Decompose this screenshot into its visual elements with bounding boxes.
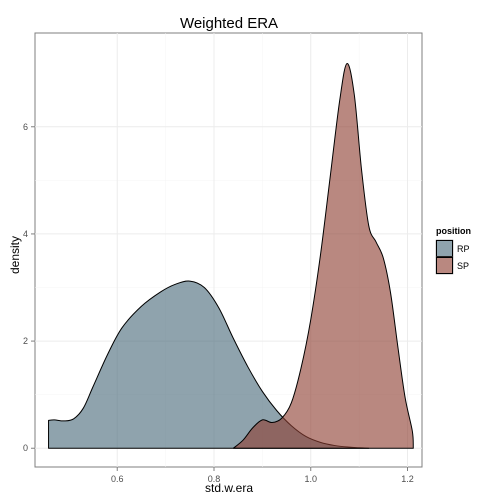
legend-item-sp: SP: [435, 256, 469, 275]
legend-swatch: [436, 257, 453, 274]
density-area-sp: [232, 63, 414, 449]
axes: 0.6 0.8 1.0 1.2 0 2 4 6: [23, 122, 414, 484]
y-tick-label: 6: [23, 122, 28, 132]
y-axis-label: density: [8, 236, 22, 274]
legend: position RP SP: [435, 226, 471, 275]
y-tick-label: 2: [23, 336, 28, 346]
plot-panel: [34, 32, 423, 468]
x-tick-label: 0.8: [208, 474, 221, 484]
legend-title: position: [436, 226, 471, 236]
y-tick-label: 4: [23, 229, 28, 239]
legend-swatch: [436, 240, 453, 257]
y-tick-label: 0: [23, 443, 28, 453]
x-tick-label: 1.2: [401, 474, 414, 484]
x-tick-label: 0.6: [111, 474, 124, 484]
chart-title: Weighted ERA: [180, 15, 278, 32]
density-areas: [48, 63, 414, 449]
x-axis-label: std.w.era: [205, 481, 253, 495]
legend-item-rp: RP: [435, 239, 470, 258]
legend-label: RP: [457, 244, 470, 254]
x-tick-label: 1.0: [304, 474, 317, 484]
legend-label: SP: [457, 261, 469, 271]
